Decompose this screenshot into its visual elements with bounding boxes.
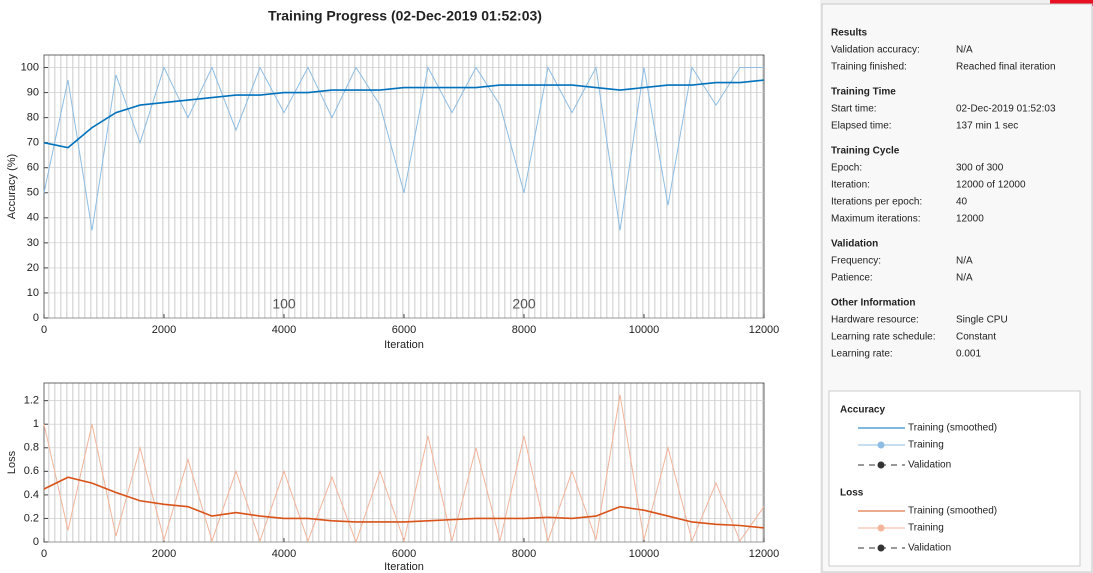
info-value: N/A (956, 256, 973, 267)
x-tick-label: 4000 (272, 324, 296, 336)
info-label: Start time: (831, 104, 877, 115)
info-value: N/A (956, 45, 973, 56)
y-tick-label: 40 (27, 212, 39, 224)
section-title: Other Information (831, 298, 915, 309)
y-tick-label: 80 (27, 112, 39, 124)
info-label: Maximum iterations: (831, 214, 920, 225)
section-title: Results (831, 28, 868, 39)
legend-label: Training (smoothed) (908, 506, 997, 517)
info-value: 02-Dec-2019 01:52:03 (956, 104, 1056, 115)
info-label: Learning rate schedule: (831, 332, 936, 343)
x-axis-label: Iteration (384, 339, 424, 351)
plot-area (43, 382, 765, 543)
legend-label: Training (908, 523, 944, 534)
info-label: Epoch: (831, 163, 862, 174)
info-label: Validation accuracy: (831, 45, 920, 56)
y-tick-label: 0.6 (24, 465, 39, 477)
y-tick-label: 60 (27, 162, 39, 174)
x-tick-label: 4000 (272, 548, 296, 560)
x-tick-label: 2000 (152, 324, 176, 336)
info-value: Reached final iteration (956, 62, 1056, 73)
legend-label: Training (smoothed) (908, 423, 997, 434)
info-label: Learning rate: (831, 349, 893, 360)
legend-marker (877, 524, 885, 532)
section-title: Training Cycle (831, 146, 900, 157)
x-tick-label: 8000 (512, 548, 536, 560)
info-value: 12000 of 12000 (956, 180, 1026, 191)
y-tick-label: 90 (27, 86, 39, 98)
series-line (43, 394, 765, 544)
info-value: 0.001 (956, 349, 981, 360)
x-tick-label: 6000 (392, 548, 416, 560)
legend-title: Loss (840, 488, 864, 499)
info-label: Iteration: (831, 180, 870, 191)
y-tick-label: 0.2 (24, 512, 39, 524)
y-tick-label: 1 (33, 418, 39, 430)
info-value: Single CPU (956, 315, 1008, 326)
legend-box (828, 390, 1081, 567)
epoch-label: 100 (272, 296, 296, 312)
info-label: Patience: (831, 273, 873, 284)
legend-marker (877, 544, 885, 552)
series-line (43, 65, 764, 231)
info-label: Frequency: (831, 256, 881, 267)
info-value: N/A (956, 273, 973, 284)
info-label: Training finished: (831, 62, 907, 73)
y-tick-label: 0.8 (24, 442, 39, 454)
y-tick-label: 1.2 (24, 395, 39, 407)
plot-area (43, 54, 765, 319)
y-tick-label: 50 (27, 187, 39, 199)
sidebar: Results Validation accuracy: N/A Training f… (831, 28, 1056, 554)
y-tick-label: 0 (33, 312, 39, 324)
info-value: Constant (956, 332, 996, 343)
legend-label: Validation (908, 543, 951, 554)
info-value: 300 of 300 (956, 163, 1004, 174)
legend-title: Accuracy (840, 405, 885, 416)
y-tick-label: 100 (21, 61, 39, 73)
epoch-label: 200 (512, 296, 536, 312)
x-tick-label: 0 (41, 324, 47, 336)
section-title: Validation (831, 239, 878, 250)
legend-label: Validation (908, 460, 951, 471)
y-tick-label: 0.4 (24, 489, 39, 501)
series-line (43, 476, 765, 529)
y-axis-label: Loss (6, 450, 18, 474)
info-label: Elapsed time: (831, 121, 892, 132)
x-tick-label: 12000 (749, 548, 780, 560)
close-button[interactable] (1050, 0, 1093, 6)
x-tick-label: 8000 (512, 324, 536, 336)
x-tick-label: 12000 (749, 324, 780, 336)
y-axis-label: Accuracy (%) (6, 154, 18, 219)
info-value: 12000 (956, 214, 984, 225)
x-tick-label: 6000 (392, 324, 416, 336)
y-tick-label: 70 (27, 137, 39, 149)
y-tick-label: 20 (27, 262, 39, 274)
y-tick-label: 30 (27, 237, 39, 249)
y-tick-label: 10 (27, 287, 39, 299)
x-tick-label: 2000 (152, 548, 176, 560)
y-tick-label: 0 (33, 536, 39, 548)
x-tick-label: 0 (41, 548, 47, 560)
legend-marker (877, 461, 885, 469)
legend-label: Training (908, 440, 944, 451)
info-label: Iterations per epoch: (831, 197, 922, 208)
x-tick-label: 10000 (629, 324, 660, 336)
info-value: 40 (956, 197, 968, 208)
series-line (43, 79, 765, 149)
info-label: Hardware resource: (831, 315, 919, 326)
x-axis-label: Iteration (384, 561, 424, 573)
legend-marker (877, 441, 885, 449)
chart-title: Training Progress (02-Dec-2019 01:52:03) (268, 8, 542, 24)
x-tick-label: 10000 (629, 548, 660, 560)
section-title: Training Time (831, 87, 896, 98)
info-value: 137 min 1 sec (956, 121, 1018, 132)
